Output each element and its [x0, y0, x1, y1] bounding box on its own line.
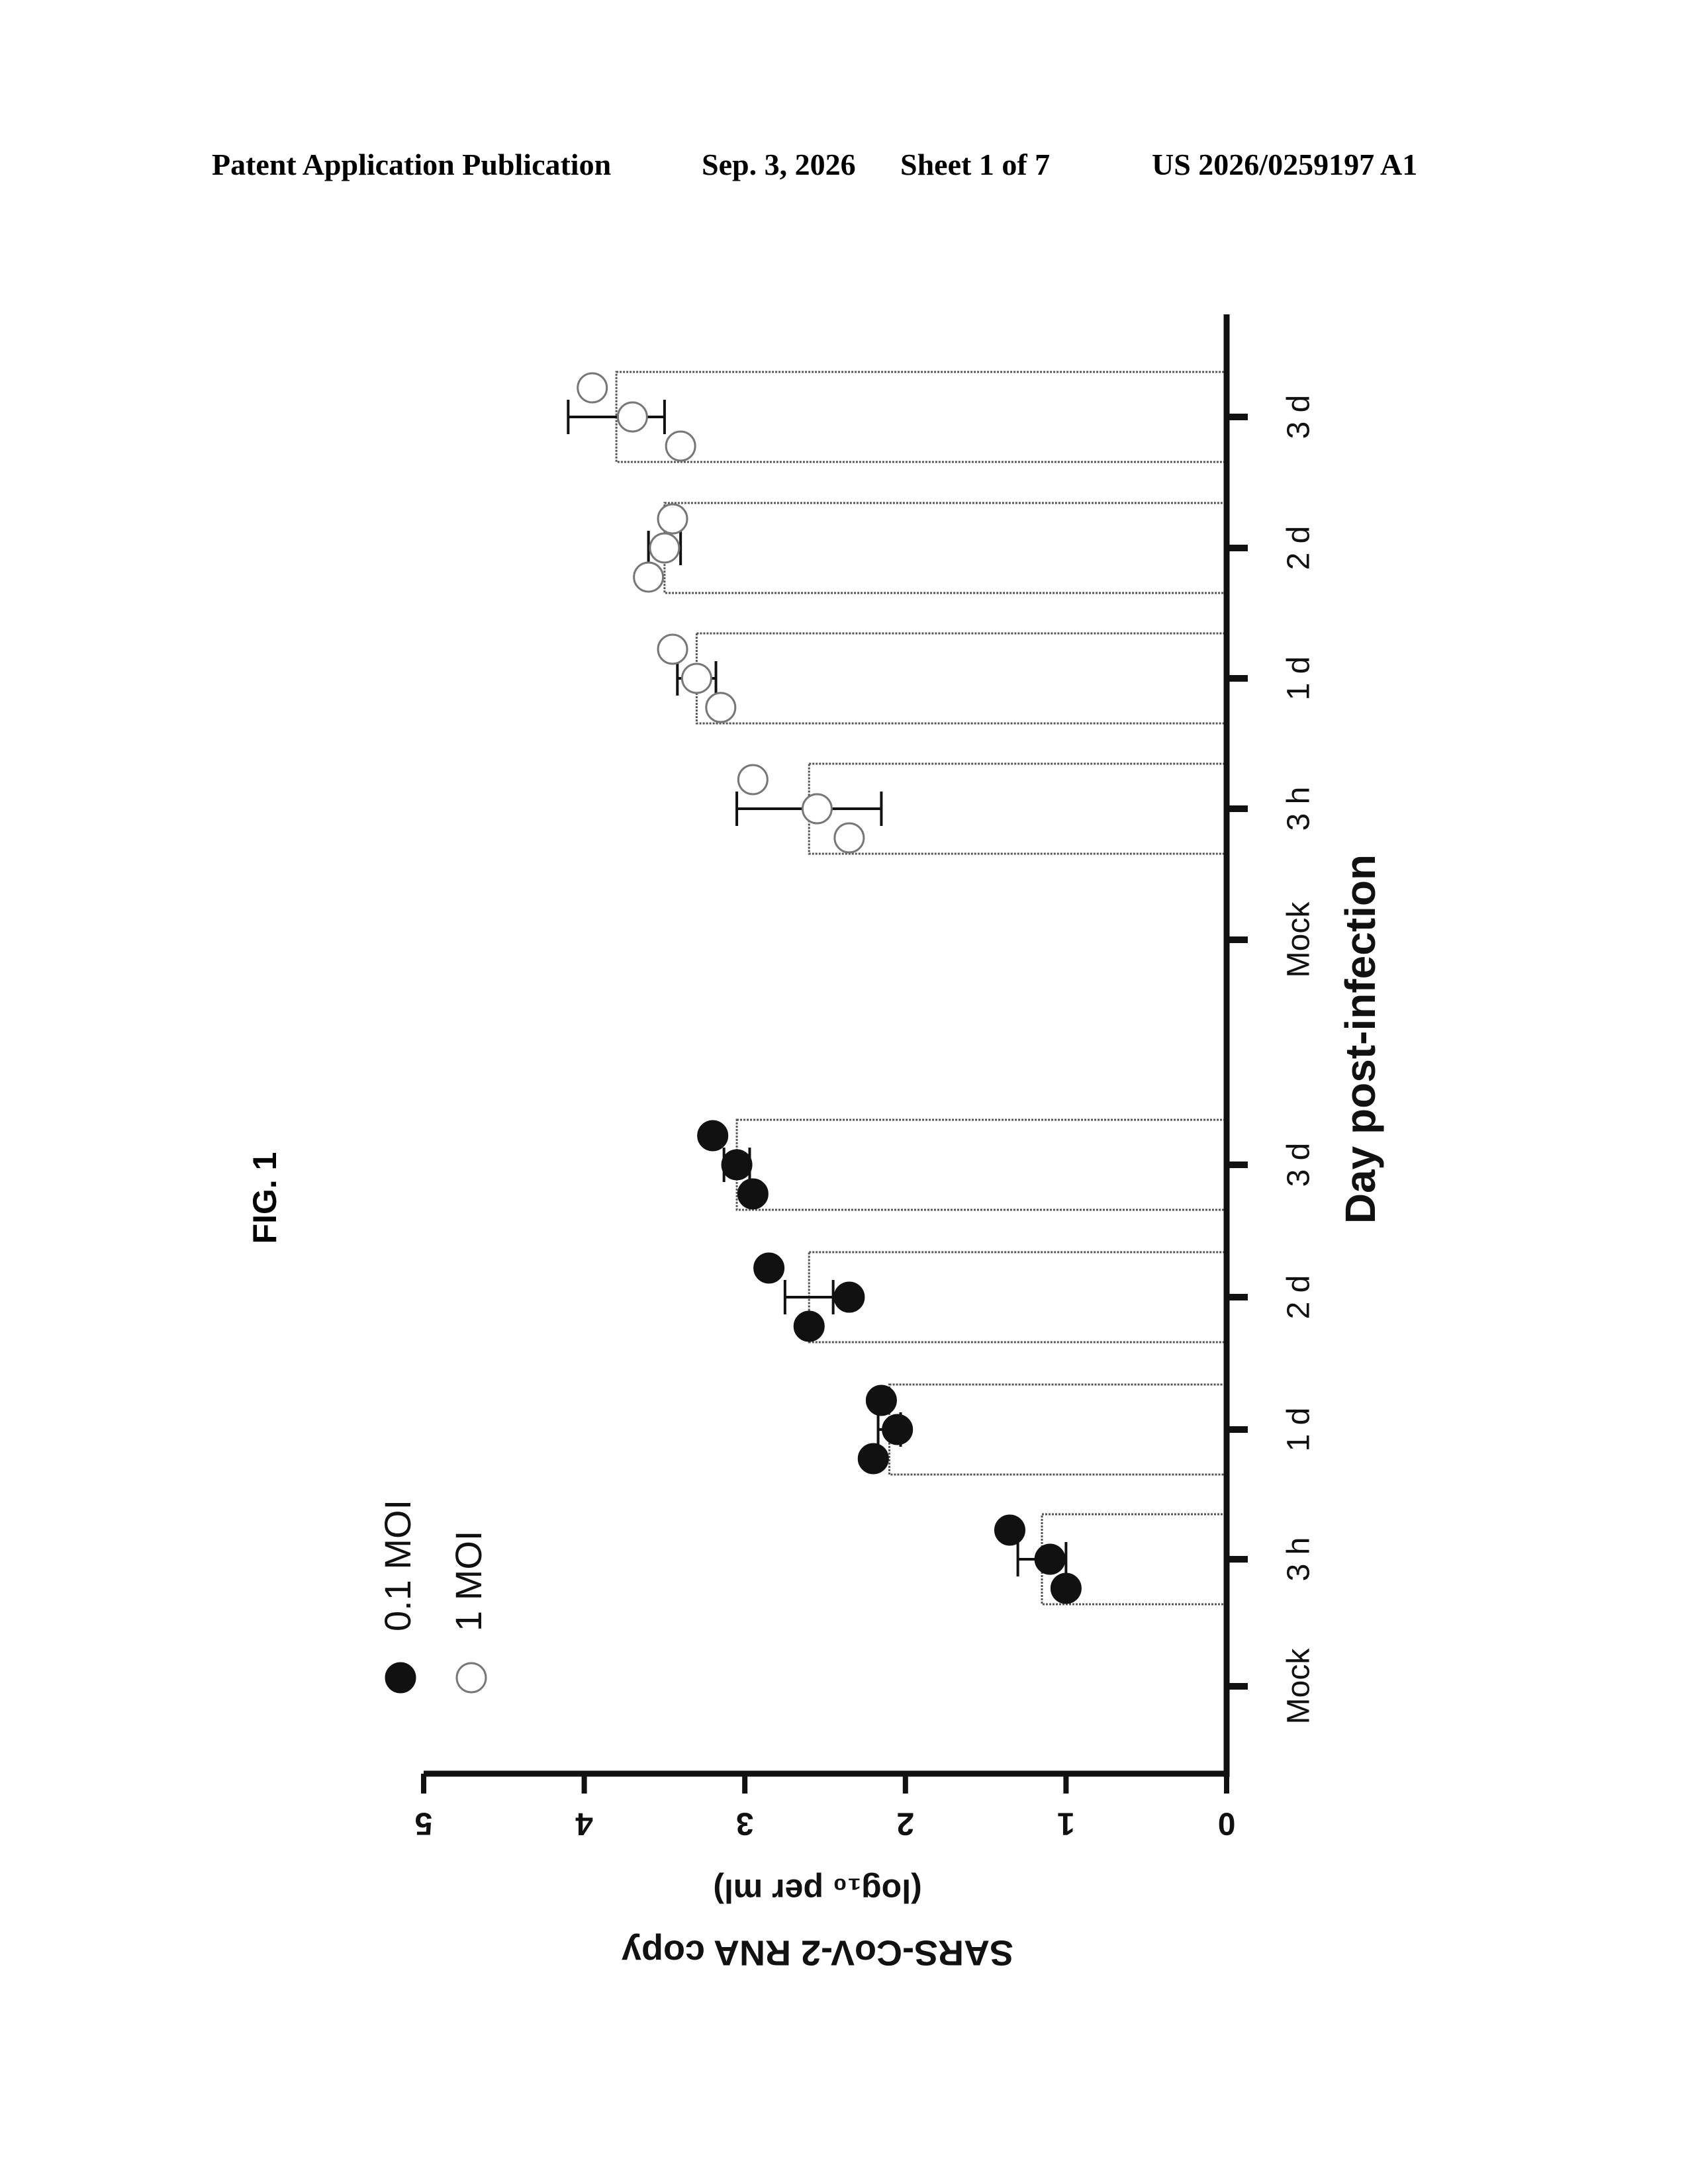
- legend-label-high-moi: 1 MOI: [447, 1531, 489, 1631]
- legend-label-low-moi: 0.1 MOI: [377, 1500, 418, 1631]
- bar-high-moi-1d: [696, 633, 1227, 723]
- data-point: [658, 504, 687, 533]
- data-point: [794, 1312, 823, 1341]
- data-point: [658, 635, 687, 664]
- x-axis-label: Day post-infection: [1336, 854, 1384, 1224]
- y-tick-label: 5: [415, 1805, 433, 1841]
- x-tick-label: 3 d: [1282, 395, 1317, 439]
- data-point: [859, 1444, 888, 1473]
- bar-low-moi-1d: [890, 1385, 1227, 1475]
- bar-high-moi-3d: [616, 372, 1227, 462]
- bar-low-moi-2d: [809, 1252, 1227, 1342]
- data-point: [802, 794, 831, 823]
- x-tick-label: Mock: [1282, 901, 1317, 978]
- legend-filled-marker: [386, 1663, 415, 1692]
- bar-high-moi-2d: [665, 503, 1227, 593]
- y-tick-label: 2: [896, 1805, 914, 1841]
- data-point: [666, 432, 695, 461]
- data-point: [738, 765, 767, 794]
- x-tick-label: 2 d: [1282, 526, 1317, 570]
- data-point: [578, 373, 607, 402]
- legend-open-marker: [457, 1663, 486, 1692]
- data-point: [1051, 1574, 1080, 1603]
- data-point: [835, 823, 864, 852]
- data-point: [722, 1150, 751, 1179]
- data-point: [883, 1415, 912, 1444]
- data-point: [1035, 1545, 1064, 1574]
- x-tick-label: 3 h: [1282, 1537, 1317, 1582]
- y-axis-label-line2: (log₁₀ per ml): [713, 1872, 921, 1909]
- y-tick-label: 1: [1057, 1805, 1075, 1841]
- data-point: [706, 693, 735, 722]
- x-tick-label: 2 d: [1282, 1275, 1317, 1320]
- data-point: [682, 664, 711, 693]
- x-tick-label: Mock: [1282, 1648, 1317, 1725]
- bar-low-moi-3d: [737, 1120, 1227, 1210]
- data-point: [835, 1283, 864, 1312]
- data-point: [698, 1121, 727, 1150]
- x-tick-label: 1 d: [1282, 657, 1317, 701]
- x-tick-label: 3 h: [1282, 787, 1317, 831]
- data-point: [634, 563, 663, 592]
- data-point: [738, 1179, 767, 1208]
- data-point: [995, 1516, 1024, 1545]
- plot-area: 0 1 2 3 4 5 (log₁₀ per ml) SARS-CoV-2 RNA copy M…: [377, 314, 1384, 1973]
- y-tick-label: 0: [1218, 1805, 1236, 1841]
- data-point: [650, 533, 679, 563]
- data-point: [755, 1253, 784, 1283]
- x-tick-label: 1 d: [1282, 1408, 1317, 1452]
- x-tick-label: 3 d: [1282, 1143, 1317, 1187]
- y-tick-label: 4: [575, 1805, 593, 1841]
- data-point: [867, 1386, 896, 1415]
- y-axis-label: SARS-CoV-2 RNA copy: [622, 1933, 1013, 1973]
- data-point: [618, 402, 647, 432]
- y-tick-label: 3: [736, 1805, 754, 1841]
